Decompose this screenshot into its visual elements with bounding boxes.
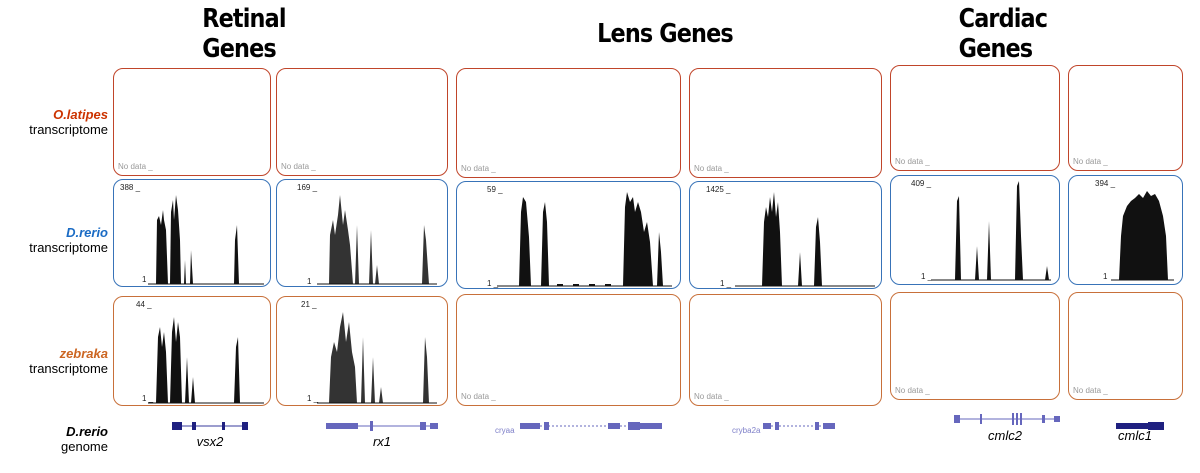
no-data-label: No data _ <box>694 164 729 173</box>
y-max-label: 169 _ <box>297 183 318 192</box>
no-data-label: No data _ <box>281 162 316 171</box>
y-min-label: 1 _ <box>307 394 319 403</box>
cardiac-genes-title: Cardiac Genes <box>958 4 1048 64</box>
genome-label: genome <box>61 439 108 454</box>
coverage-plot <box>931 181 1051 281</box>
drerio-cmlc2-panel: 409 _ 1 _ <box>890 175 1060 285</box>
zebraka-vsx2-panel: 44 _ 1 _ <box>113 296 271 406</box>
cmlc1-gene-model <box>1116 422 1164 430</box>
y-max-label: 1425 _ <box>706 185 731 194</box>
row-label-zebraka: zebraka transcriptome <box>0 346 108 376</box>
species-zebraka: zebraka <box>59 346 108 361</box>
drerio-rx1-panel: 169 _ 1 <box>276 179 448 287</box>
coverage-plot <box>1111 191 1174 281</box>
olatipes-cryaa-panel: No data _ <box>456 68 681 178</box>
zebraka-cmlc2-panel: No data _ <box>890 292 1060 400</box>
coverage-plot <box>317 195 437 285</box>
y-min-label: 1 <box>142 275 147 284</box>
row-label-olatipes: O.latipes transcriptome <box>0 107 108 137</box>
gene-name-cryaa: cryaa <box>495 426 515 435</box>
cryba2a-gene-model <box>763 422 835 430</box>
y-min-label: 1 _ <box>487 279 499 288</box>
no-data-label: No data _ <box>694 392 729 401</box>
y-max-label: 394 _ <box>1095 179 1116 188</box>
transcriptome-label: transcriptome <box>29 361 108 376</box>
coverage-plot <box>317 312 437 404</box>
rx1-gene-model <box>326 421 438 431</box>
species-drerio-genome: D.rerio <box>66 424 108 439</box>
species-olatipes: O.latipes <box>53 107 108 122</box>
no-data-label: No data _ <box>895 157 930 166</box>
zebraka-cryaa-panel: No data _ <box>456 294 681 406</box>
gene-name-cmlc1: cmlc1 <box>1118 428 1152 443</box>
no-data-label: No data _ <box>461 392 496 401</box>
gene-name-vsx2: vsx2 <box>196 434 224 449</box>
coverage-plot <box>148 317 264 404</box>
drerio-cryaa-panel: 59 _ 1 _ <box>456 181 681 289</box>
zebraka-rx1-panel: 21 _ 1 _ <box>276 296 448 406</box>
olatipes-cryba2a-panel: No data _ <box>689 68 882 178</box>
gene-name-rx1: rx1 <box>372 434 392 449</box>
lens-genes-title: Lens Genes <box>597 19 734 49</box>
olatipes-cmlc2-panel: No data _ <box>890 65 1060 171</box>
y-min-label: 1 <box>307 277 312 286</box>
transcriptome-label: transcriptome <box>29 240 108 255</box>
no-data-label: No data _ <box>895 386 930 395</box>
coverage-plot <box>497 192 672 287</box>
vsx2-gene-model <box>172 422 248 430</box>
drerio-vsx2-panel: 388 _ 1 <box>113 179 271 287</box>
row-label-drerio: D.rerio transcriptome <box>0 225 108 255</box>
y-min-label: 1 _ <box>720 279 732 288</box>
olatipes-cmlc1-panel: No data _ <box>1068 65 1183 171</box>
zebraka-cmlc1-panel: No data _ <box>1068 292 1183 400</box>
no-data-label: No data _ <box>1073 386 1108 395</box>
coverage-plot <box>735 192 875 287</box>
retinal-genes-title: Retinal Genes <box>202 4 286 64</box>
drerio-cryba2a-panel: 1425 _ 1 _ <box>689 181 882 289</box>
y-min-label: 1 _ <box>142 394 154 403</box>
y-max-label: 388 _ <box>120 183 141 192</box>
no-data-label: No data _ <box>461 164 496 173</box>
y-max-label: 44 _ <box>136 300 152 309</box>
no-data-label: No data _ <box>118 162 153 171</box>
y-max-label: 21 _ <box>301 300 317 309</box>
cmlc2-gene-model <box>954 413 1060 425</box>
cryaa-gene-model <box>520 422 662 430</box>
olatipes-rx1-panel: No data _ <box>276 68 448 176</box>
drerio-cmlc1-panel: 394 _ 1 <box>1068 175 1183 285</box>
gene-name-cryba2a: cryba2a <box>732 426 761 435</box>
transcriptome-label: transcriptome <box>29 122 108 137</box>
zebraka-cryba2a-panel: No data _ <box>689 294 882 406</box>
y-min-label: 1 _ <box>921 272 933 281</box>
no-data-label: No data _ <box>1073 157 1108 166</box>
y-min-label: 1 <box>1103 272 1108 281</box>
row-label-genome: D.rerio genome <box>0 424 108 454</box>
coverage-plot <box>148 195 264 285</box>
gene-name-cmlc2: cmlc2 <box>988 428 1022 443</box>
y-max-label: 59 _ <box>487 185 503 194</box>
olatipes-vsx2-panel: No data _ <box>113 68 271 176</box>
y-max-label: 409 _ <box>911 179 932 188</box>
species-drerio: D.rerio <box>66 225 108 240</box>
